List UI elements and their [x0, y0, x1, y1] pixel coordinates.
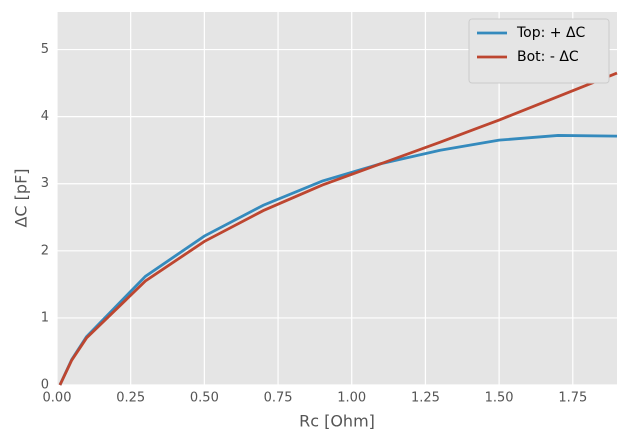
x-tick-label: 0.00 — [43, 391, 72, 406]
x-tick-label: 1.25 — [411, 391, 440, 406]
y-tick-label: 2 — [41, 243, 49, 258]
legend-box — [468, 18, 610, 84]
x-tick-label: 1.50 — [485, 391, 514, 406]
legend-label: Bot: - ΔC — [517, 49, 579, 65]
x-tick-label: 0.75 — [264, 391, 293, 406]
y-tick-label: 4 — [41, 109, 49, 124]
x-tick-label: 1.00 — [337, 391, 366, 406]
x-tick-label: 0.50 — [190, 391, 219, 406]
data-line — [58, 71, 618, 386]
y-tick-label: 0 — [41, 378, 49, 393]
x-tick-label: 1.75 — [558, 391, 587, 406]
y-tick-label: 5 — [41, 42, 49, 57]
y-tick-label: 3 — [41, 176, 49, 191]
x-tick-label: 0.25 — [116, 391, 145, 406]
x-axis-label: Rc [Ohm] — [299, 412, 375, 431]
legend-label: Top: + ΔC — [516, 25, 586, 41]
y-axis-label: ΔC [pF] — [12, 168, 31, 227]
y-tick-label: 1 — [41, 310, 49, 325]
